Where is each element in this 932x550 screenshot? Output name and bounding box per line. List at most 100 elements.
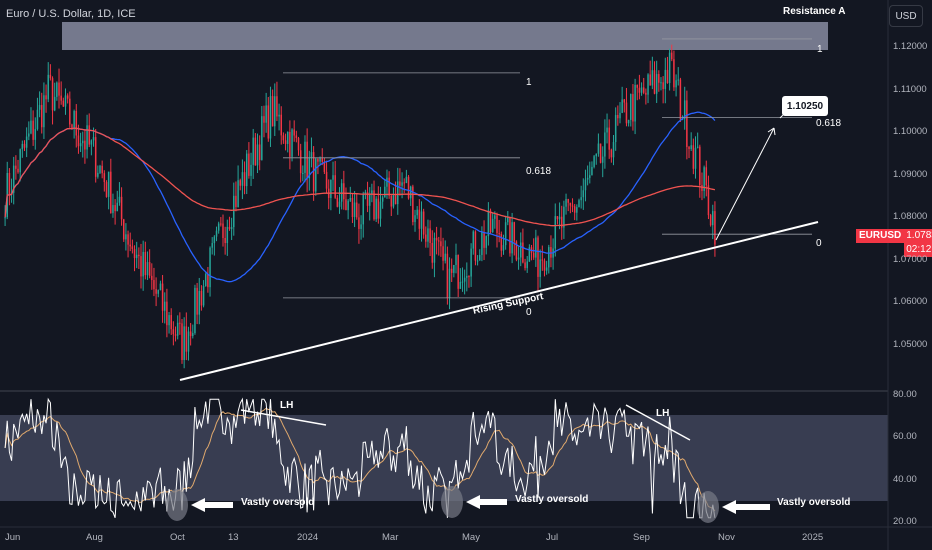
candle-body	[640, 87, 643, 93]
candle-body	[25, 136, 28, 148]
candle-body	[586, 177, 589, 180]
price-axis-tick: 1.08000	[893, 211, 928, 223]
candle-body	[250, 164, 252, 176]
candle-body	[131, 246, 134, 250]
candle-body	[573, 206, 576, 213]
candle-body	[69, 98, 71, 125]
candle-body	[420, 211, 423, 229]
oversold-arrow	[466, 495, 507, 509]
candle-body	[690, 145, 692, 149]
candle-body	[116, 202, 119, 212]
candle-body	[362, 194, 364, 225]
candle-body	[291, 129, 293, 157]
candle-body	[308, 157, 311, 179]
candle-body	[589, 175, 591, 178]
candle-body	[712, 211, 714, 226]
candle-body	[608, 127, 610, 150]
price-tag-symbol: EURUSD	[856, 229, 905, 243]
candle-body	[185, 326, 188, 352]
candle-body	[507, 216, 509, 223]
candle-body	[53, 96, 56, 111]
candle-body	[483, 232, 485, 248]
candle-body	[638, 87, 641, 93]
rsi-axis-tick: 20.00	[893, 516, 917, 527]
candle-body	[390, 195, 393, 207]
candle-body	[258, 144, 261, 160]
candle-body	[612, 142, 615, 158]
candle-body	[239, 180, 242, 186]
oversold-marker	[441, 486, 463, 518]
candle-body	[692, 145, 695, 169]
candle-body	[127, 234, 129, 245]
candle-body	[636, 84, 639, 88]
candle-body	[567, 199, 569, 203]
candle-body	[379, 201, 382, 219]
candle-body	[183, 326, 185, 361]
candle-body	[304, 141, 306, 173]
candle-body	[668, 52, 671, 84]
candle-body	[580, 197, 582, 201]
currency-button[interactable]: USD	[889, 5, 923, 27]
candle-body	[129, 244, 131, 247]
candle-body	[686, 100, 688, 147]
time-axis-tick: 13	[228, 532, 239, 543]
fib-right-one: 1	[817, 44, 823, 55]
candle-body	[295, 135, 298, 139]
candle-body	[707, 185, 710, 216]
fib-left-one: 1	[526, 77, 532, 88]
candle-body	[105, 182, 108, 197]
candle-body	[209, 247, 211, 288]
candle-body	[455, 254, 457, 266]
candle-body	[418, 209, 421, 229]
candle-body	[155, 289, 157, 294]
candle-body	[71, 124, 73, 130]
lh-right-line	[625, 404, 691, 441]
candle-body	[302, 172, 304, 174]
candle-body	[459, 281, 462, 289]
candle-body	[299, 150, 302, 174]
rsi-line	[4, 397, 716, 519]
candle-body	[84, 140, 86, 150]
candle-body	[340, 183, 343, 202]
time-axis-tick: Sep	[633, 532, 650, 543]
time-axis-tick: Mar	[382, 532, 399, 543]
candle-body	[325, 171, 328, 189]
price-axis-tick: 1.12000	[893, 41, 928, 53]
candle-body	[51, 78, 54, 111]
candle-body	[625, 102, 628, 124]
candle-body	[194, 287, 196, 334]
rising-support-line	[179, 221, 819, 381]
candle-body	[120, 196, 123, 220]
candle-body	[472, 231, 475, 249]
candle-body	[351, 197, 354, 217]
candle-body	[649, 74, 651, 86]
candle-body	[315, 158, 317, 192]
candle-body	[545, 267, 548, 271]
candle-body	[604, 132, 606, 157]
candle-body	[578, 200, 580, 208]
resistance-label: Resistance A	[783, 6, 846, 17]
candle-body	[642, 87, 645, 93]
candle-body	[683, 100, 686, 119]
time-axis-tick: Oct	[170, 532, 185, 543]
candle-body	[660, 82, 662, 84]
candle-body	[256, 144, 259, 166]
candle-body	[440, 241, 442, 247]
oversold-arrow	[191, 498, 233, 512]
candle-body	[151, 275, 153, 281]
candle-body	[627, 119, 630, 124]
candle-body	[4, 217, 6, 219]
candle-body	[425, 234, 427, 242]
candle-body	[703, 167, 705, 191]
candle-body	[368, 193, 371, 206]
price-axis-tick: 1.09000	[893, 168, 928, 180]
candle-body	[112, 205, 114, 214]
candle-body	[215, 230, 218, 237]
candle-body	[211, 243, 213, 248]
candle-body	[226, 226, 229, 244]
candle-body	[118, 196, 121, 203]
candle-body	[140, 256, 142, 277]
candle-body	[79, 143, 82, 147]
candle-body	[386, 177, 388, 187]
